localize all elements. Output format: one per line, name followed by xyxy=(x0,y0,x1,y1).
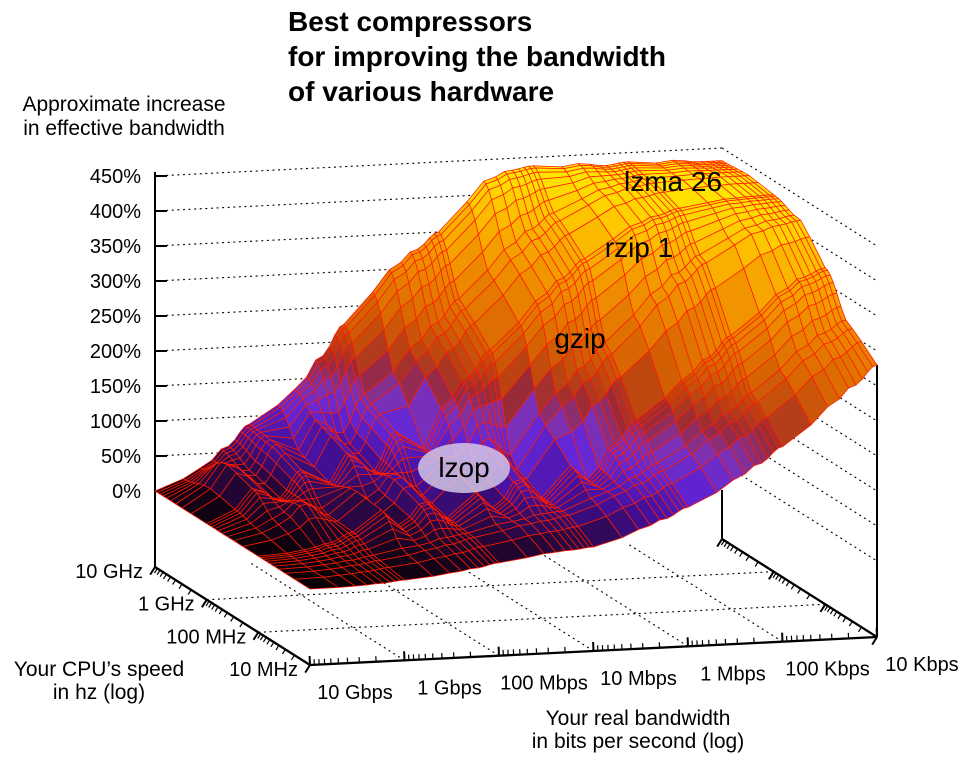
bw-tick-label: 1 Mbps xyxy=(700,663,766,685)
cpu-tick-label: 100 MHz xyxy=(166,626,246,648)
annotation-rzip: rzip 1 xyxy=(605,232,673,263)
z-axis-title-line: in effective bandwidth xyxy=(23,117,225,140)
bw-tick-label: 100 Mbps xyxy=(500,673,588,695)
chart-title: Best compressors for improving the bandw… xyxy=(288,4,666,109)
bw-tick-label: 10 Mbps xyxy=(600,668,677,690)
chart-title-line: of various hardware xyxy=(288,76,555,107)
surface-mesh xyxy=(154,159,878,590)
z-axis-title: Approximate increase in effective bandwi… xyxy=(8,93,240,141)
annotation-gzip: gzip xyxy=(554,323,605,354)
z-tick-label: 0% xyxy=(112,481,141,503)
z-tick-label: 450% xyxy=(90,166,141,188)
z-tick-label: 250% xyxy=(90,306,141,328)
annotations: lzma 26 rzip 1 gzip lzop xyxy=(418,166,722,493)
z-axis-title-line: Approximate increase xyxy=(22,93,226,116)
cpu-tick-label: 1 GHz xyxy=(138,594,195,616)
annotation-lzma: lzma 26 xyxy=(624,166,722,197)
cpu-tick-label: 10 MHz xyxy=(229,659,298,681)
bw-tick-label: 1 Gbps xyxy=(417,677,481,699)
cpu-axis-title-line: Your CPU’s speed xyxy=(13,658,185,681)
chart-title-line: for improving the bandwidth xyxy=(288,41,666,72)
z-tick-label: 300% xyxy=(90,271,141,293)
annotation-lzop: lzop xyxy=(438,452,489,483)
bw-axis-title-line: in bits per second (log) xyxy=(531,730,745,753)
z-tick-label: 150% xyxy=(90,376,141,398)
tick-labels: 0% 50% 100% 150% 200% 250% 300% 350% 400% 450% 10 … xyxy=(75,166,959,704)
cpu-axis-title-line: in hz (log) xyxy=(52,681,146,704)
z-tick-label: 50% xyxy=(101,446,141,468)
cpu-tick-label: 10 GHz xyxy=(75,561,143,583)
annotation-bubble xyxy=(418,443,510,493)
z-tick-label: 350% xyxy=(90,236,141,258)
z-tick-label: 100% xyxy=(90,411,141,433)
chart-title-line: Best compressors xyxy=(288,6,533,37)
z-tick-label: 400% xyxy=(90,201,141,223)
bw-axis-title: Your real bandwidth in bits per second (… xyxy=(507,707,769,753)
axis-ticks xyxy=(149,175,878,674)
bw-tick-label: 10 Gbps xyxy=(317,682,393,704)
bw-tick-label: 10 Kbps xyxy=(885,654,958,676)
cpu-axis-title: Your CPU’s speed in hz (log) xyxy=(0,658,198,704)
z-tick-label: 200% xyxy=(90,341,141,363)
bw-tick-label: 100 Kbps xyxy=(785,659,870,681)
bw-axis-title-line: Your real bandwidth xyxy=(545,707,731,730)
